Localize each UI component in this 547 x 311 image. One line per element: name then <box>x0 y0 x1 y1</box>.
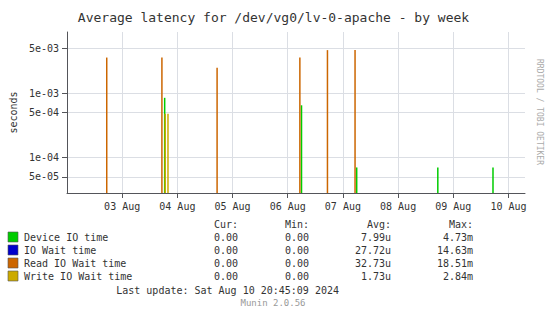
svg-text:Avg:: Avg: <box>367 219 391 230</box>
svg-text:Device IO time: Device IO time <box>24 232 108 243</box>
svg-text:7.99u: 7.99u <box>361 232 391 243</box>
svg-text:1e-04: 1e-04 <box>29 152 59 163</box>
svg-text:0.00: 0.00 <box>214 271 238 282</box>
svg-text:0.00: 0.00 <box>285 245 309 256</box>
svg-text:2.84m: 2.84m <box>443 271 473 282</box>
svg-text:27.72u: 27.72u <box>355 245 391 256</box>
svg-text:5e-04: 5e-04 <box>29 107 59 118</box>
svg-text:Min:: Min: <box>285 219 309 230</box>
svg-text:0.00: 0.00 <box>214 245 238 256</box>
svg-text:IO Wait time: IO Wait time <box>24 245 96 256</box>
svg-text:0.00: 0.00 <box>214 258 238 269</box>
svg-text:07 Aug: 07 Aug <box>325 201 361 212</box>
svg-text:Last update: Sat Aug 10 20:45:: Last update: Sat Aug 10 20:45:09 2024 <box>116 285 339 296</box>
svg-text:06 Aug: 06 Aug <box>270 201 306 212</box>
svg-text:04 Aug: 04 Aug <box>159 201 195 212</box>
svg-text:0.00: 0.00 <box>285 232 309 243</box>
svg-text:Max:: Max: <box>449 219 473 230</box>
svg-text:14.63m: 14.63m <box>437 245 473 256</box>
svg-text:08 Aug: 08 Aug <box>380 201 416 212</box>
svg-text:05 Aug: 05 Aug <box>214 201 250 212</box>
svg-text:09 Aug: 09 Aug <box>435 201 471 212</box>
svg-text:5e-03: 5e-03 <box>29 43 59 54</box>
svg-text:18.51m: 18.51m <box>437 258 473 269</box>
svg-text:0.00: 0.00 <box>214 232 238 243</box>
svg-text:RRDTOOL / TOBI OETIKER: RRDTOOL / TOBI OETIKER <box>535 59 544 165</box>
svg-text:10 Aug: 10 Aug <box>490 201 526 212</box>
svg-text:Write IO Wait time: Write IO Wait time <box>24 271 132 282</box>
svg-text:0.00: 0.00 <box>285 258 309 269</box>
svg-text:4.73m: 4.73m <box>443 232 473 243</box>
svg-text:Read IO Wait time: Read IO Wait time <box>24 258 126 269</box>
svg-text:seconds: seconds <box>8 91 19 133</box>
svg-text:1e-03: 1e-03 <box>29 88 59 99</box>
svg-text:0.00: 0.00 <box>285 271 309 282</box>
svg-text:03 Aug: 03 Aug <box>104 201 140 212</box>
svg-text:Munin 2.0.56: Munin 2.0.56 <box>240 298 305 308</box>
svg-text:32.73u: 32.73u <box>355 258 391 269</box>
svg-text:Average latency for /dev/vg0/l: Average latency for /dev/vg0/lv-0-apache… <box>78 10 470 25</box>
svg-text:Cur:: Cur: <box>214 219 238 230</box>
svg-text:5e-05: 5e-05 <box>29 171 59 182</box>
svg-text:1.73u: 1.73u <box>361 271 391 282</box>
